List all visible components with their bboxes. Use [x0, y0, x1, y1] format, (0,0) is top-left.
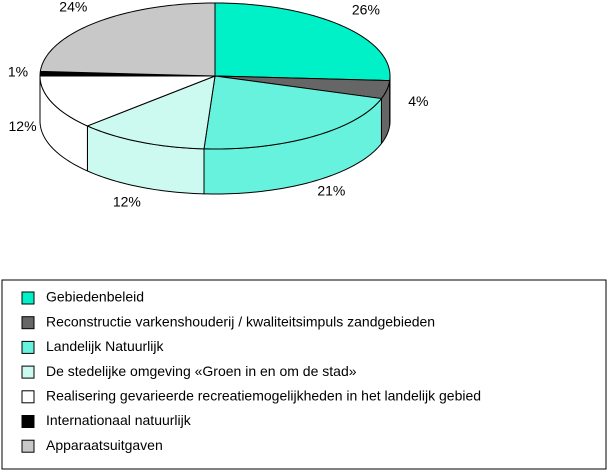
pie-slice	[39, 75, 216, 127]
legend-swatch	[21, 316, 35, 330]
data-label: 12%	[113, 193, 141, 209]
data-label: 4%	[408, 93, 428, 109]
legend-label: Apparaatsuitgaven	[46, 437, 163, 453]
pie-slice	[86, 75, 216, 150]
data-label: 12%	[9, 118, 37, 134]
legend-swatch	[21, 340, 35, 354]
pie-slice	[203, 75, 382, 150]
legend-label: Internationaal natuurlijk	[46, 412, 192, 428]
pie-slice	[39, 2, 216, 77]
data-label: 1%	[8, 64, 28, 80]
legend-label: Gebiedenbeleid	[46, 289, 144, 305]
legend-label: Landelijk Natuurlijk	[46, 338, 165, 354]
legend-label: De stedelijke omgeving «Groen in en om d…	[46, 363, 357, 379]
legend-swatch	[21, 390, 35, 404]
data-label: 26%	[352, 2, 380, 18]
legend-swatch	[21, 291, 35, 305]
legend-swatch	[21, 365, 35, 379]
legend-label: Reconstructie varkenshouderij / kwalitei…	[46, 313, 435, 329]
data-label: 24%	[59, 0, 87, 15]
legend-box	[1, 279, 607, 470]
data-label: 21%	[317, 182, 345, 198]
legend-swatch	[21, 439, 35, 453]
legend-swatch	[21, 415, 35, 428]
legend-label: Realisering gevarieerde recreatiemogelij…	[46, 388, 481, 404]
pie-slice	[214, 2, 391, 82]
